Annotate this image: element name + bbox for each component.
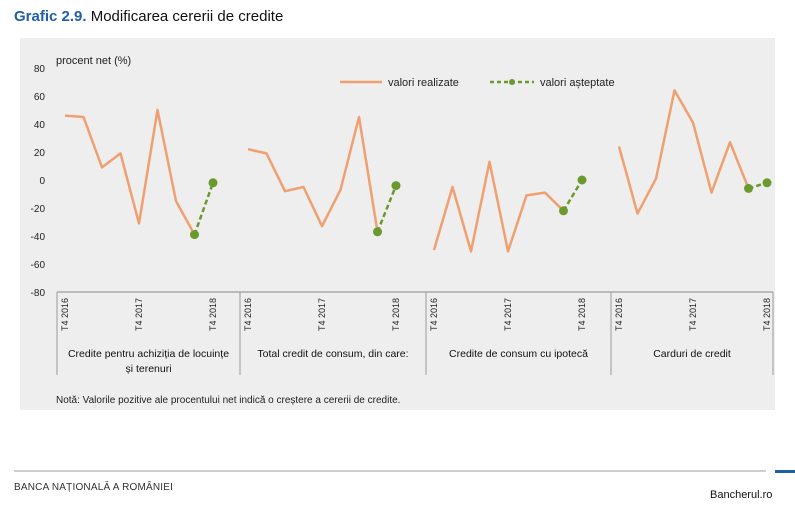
y-tick-label: 0 — [39, 176, 45, 187]
x-tick-label: T4 2017 — [503, 298, 513, 331]
group-label: Credite pentru achiziția de locuințe — [68, 348, 229, 360]
y-tick-label: 20 — [34, 148, 46, 159]
x-tick-label: T4 2018 — [391, 298, 401, 331]
x-tick-label: T4 2016 — [243, 298, 253, 331]
x-tick-label: T4 2016 — [60, 298, 70, 331]
legend-realized-label: valori realizate — [388, 77, 459, 89]
credit-demand-chart: 80 60 40 20 0 -20 -40 -60 -80 procent net (%) valo… — [31, 55, 774, 375]
y-tick-label: 40 — [34, 120, 46, 131]
x-tick-label: T4 2018 — [762, 298, 772, 331]
footer-divider — [14, 470, 766, 472]
x-tick-label: T4 2017 — [317, 298, 327, 331]
legend-expected-label: valori așteptate — [540, 77, 615, 89]
y-axis-label: procent net (%) — [56, 55, 131, 67]
y-tick-label: 60 — [34, 92, 46, 103]
expected-point — [762, 178, 772, 188]
group-label: Carduri de credit — [653, 348, 731, 360]
chart-title-text: Modificarea cererii de credite — [90, 8, 284, 25]
group-label: Credite de consum cu ipotecă — [449, 348, 588, 360]
x-tick-label: T4 2016 — [614, 298, 624, 331]
footer-accent — [775, 470, 795, 473]
y-tick-label: -60 — [31, 260, 46, 271]
expected-point — [190, 230, 199, 240]
footer-institution: BANCA NAȚIONALĂ A ROMÂNIEI — [14, 482, 174, 493]
realized-series-line — [64, 108, 196, 236]
y-tick-label: -40 — [31, 232, 46, 243]
group-label: și terenuri — [125, 363, 171, 375]
realized-series-line — [617, 89, 750, 215]
x-tick-label: T4 2018 — [208, 298, 218, 331]
y-tick-label: -20 — [31, 204, 46, 215]
expected-point — [577, 175, 587, 185]
x-tick-label: T4 2017 — [688, 298, 698, 331]
x-tick-label: T4 2018 — [577, 298, 587, 331]
expected-point — [744, 183, 753, 193]
expected-point — [208, 178, 218, 188]
realized-series-line — [432, 160, 565, 253]
chart-note: Notă: Valorile pozitive ale procentului … — [56, 395, 401, 406]
footer-source: Bancherul.ro — [710, 489, 773, 501]
x-tick-label: T4 2017 — [134, 298, 144, 331]
y-tick-label: -80 — [31, 288, 46, 299]
expected-series-line — [562, 179, 584, 212]
expected-series-line — [193, 182, 215, 236]
group-label: Total credit de consum, din care: — [257, 348, 408, 360]
chart-number: Grafic 2.9. — [14, 8, 87, 25]
y-tick-label: 80 — [34, 64, 46, 75]
chart-title: Grafic 2.9. Modificarea cererii de credi… — [14, 8, 283, 25]
legend-expected-marker — [509, 79, 515, 85]
expected-point — [559, 206, 568, 216]
expected-point — [373, 227, 382, 237]
expected-series-line — [376, 185, 398, 233]
expected-point — [391, 181, 401, 191]
x-tick-label: T4 2016 — [429, 298, 439, 331]
realized-series-line — [247, 115, 379, 232]
chart-panel — [20, 38, 775, 410]
